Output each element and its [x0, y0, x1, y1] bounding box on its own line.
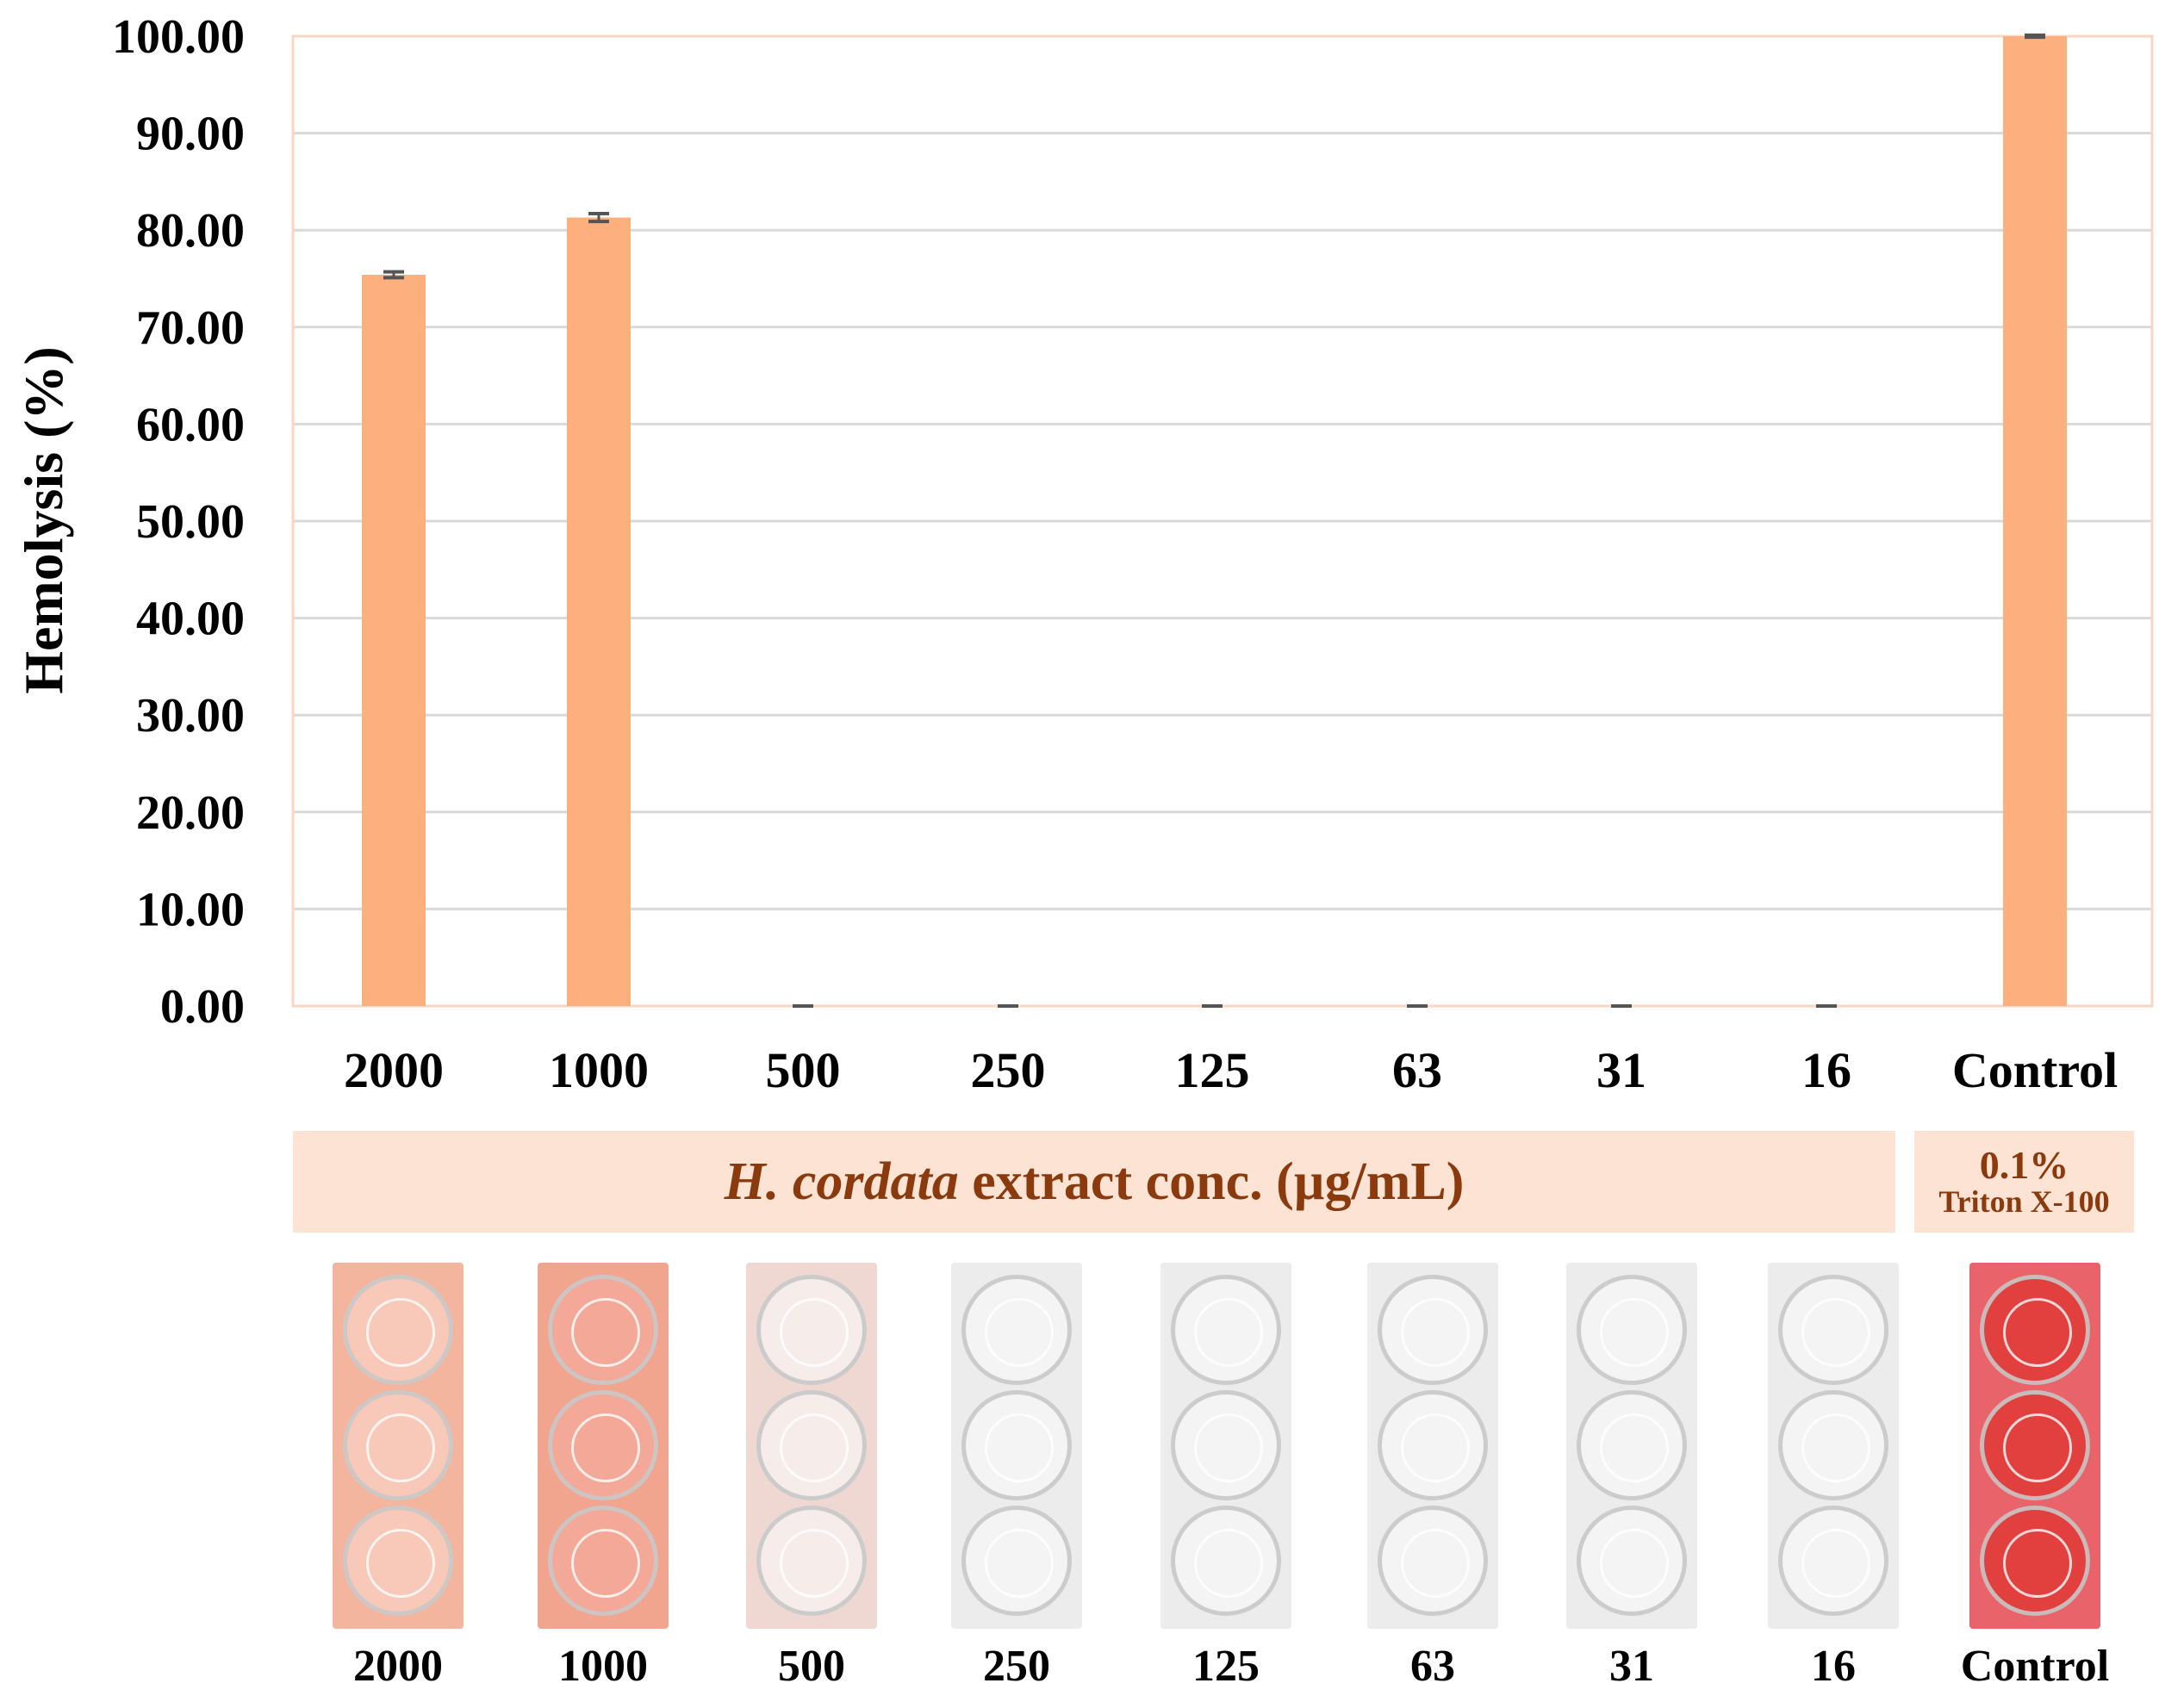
well	[343, 1506, 453, 1616]
well	[756, 1390, 867, 1500]
x-category-label: 125	[1175, 1042, 1250, 1098]
y-tick-labels: 0.00 10.00 20.00 30.00 40.00 50.00 60.00 70.00 8…	[112, 10, 245, 1034]
well	[548, 1275, 658, 1385]
well	[1980, 1390, 2090, 1500]
y-tick-label: 70.00	[136, 301, 245, 355]
well	[961, 1390, 1072, 1500]
well	[1778, 1275, 1888, 1385]
extract-unit-label: extract conc. (µg/mL)	[958, 1152, 1465, 1211]
plate-photo	[333, 1263, 464, 1629]
well	[1778, 1506, 1888, 1616]
plate-label: 125	[1192, 1642, 1260, 1691]
well	[1171, 1275, 1281, 1385]
plate-photo	[1566, 1263, 1697, 1629]
plate-photo	[538, 1263, 669, 1629]
well	[961, 1275, 1072, 1385]
extract-species-name: H. cordata	[724, 1152, 959, 1211]
control-band: 0.1% Triton X-100	[1914, 1131, 2134, 1233]
y-tick-label: 50.00	[136, 495, 245, 549]
plate-label: 63	[1410, 1642, 1455, 1691]
y-tick-label: 100.00	[112, 10, 245, 64]
plate-label: 1000	[558, 1642, 648, 1691]
y-tick-label: 30.00	[136, 689, 245, 742]
well	[961, 1506, 1072, 1616]
bar	[2003, 36, 2067, 1006]
y-tick-label: 60.00	[136, 398, 245, 451]
y-tick-label: 10.00	[136, 883, 245, 936]
y-axis-label: Hemolysis (%)	[13, 346, 74, 694]
well	[548, 1390, 658, 1500]
bar	[567, 217, 631, 1006]
x-category-label: Control	[1952, 1042, 2118, 1098]
y-tick-label: 80.00	[136, 204, 245, 258]
plate-photo	[1160, 1263, 1291, 1629]
x-category-label: 2000	[344, 1042, 444, 1098]
y-tick-label: 0.00	[160, 980, 245, 1034]
plate-label: 250	[983, 1642, 1050, 1691]
control-concentration: 0.1%	[1979, 1142, 2069, 1187]
x-category-label: 500	[766, 1042, 841, 1098]
y-tick-label: 40.00	[136, 593, 245, 646]
well	[548, 1506, 658, 1616]
plate-label: 500	[778, 1642, 845, 1691]
well	[1171, 1390, 1281, 1500]
well	[1980, 1506, 2090, 1616]
extract-concentration-band: H. cordata extract conc. (µg/mL)	[293, 1131, 1895, 1233]
well	[1378, 1390, 1488, 1500]
x-category-label: 63	[1392, 1042, 1442, 1098]
well	[1171, 1506, 1281, 1616]
plate-photo	[1768, 1263, 1899, 1629]
well	[756, 1506, 867, 1616]
well	[343, 1390, 453, 1500]
plate-photo	[1367, 1263, 1498, 1629]
plate-photo	[746, 1263, 877, 1629]
well	[1778, 1390, 1888, 1500]
well	[343, 1275, 453, 1385]
control-reagent: Triton X-100	[1938, 1184, 2110, 1220]
well	[1378, 1506, 1488, 1616]
well	[1577, 1390, 1687, 1500]
well	[1980, 1275, 2090, 1385]
plate-label: 31	[1609, 1642, 1654, 1691]
y-tick-label: 90.00	[136, 108, 245, 161]
x-category-labels: 2000 1000 500 250 125 63 31 16 Control	[344, 1042, 2118, 1098]
plate-photo	[951, 1263, 1082, 1629]
bar	[362, 274, 426, 1007]
well	[756, 1275, 867, 1385]
well	[1378, 1275, 1488, 1385]
x-category-label: 1000	[549, 1042, 649, 1098]
plate-photo	[1969, 1263, 2100, 1629]
x-category-label: 16	[1801, 1042, 1851, 1098]
plate-label: Control	[1960, 1642, 2110, 1691]
x-category-label: 31	[1596, 1042, 1646, 1098]
plate-label: 16	[1811, 1642, 1856, 1691]
well	[1577, 1275, 1687, 1385]
x-category-label: 250	[971, 1042, 1046, 1098]
y-tick-label: 20.00	[136, 786, 245, 840]
bars	[362, 33, 2067, 1008]
plate-label: 2000	[353, 1642, 443, 1691]
well	[1577, 1506, 1687, 1616]
